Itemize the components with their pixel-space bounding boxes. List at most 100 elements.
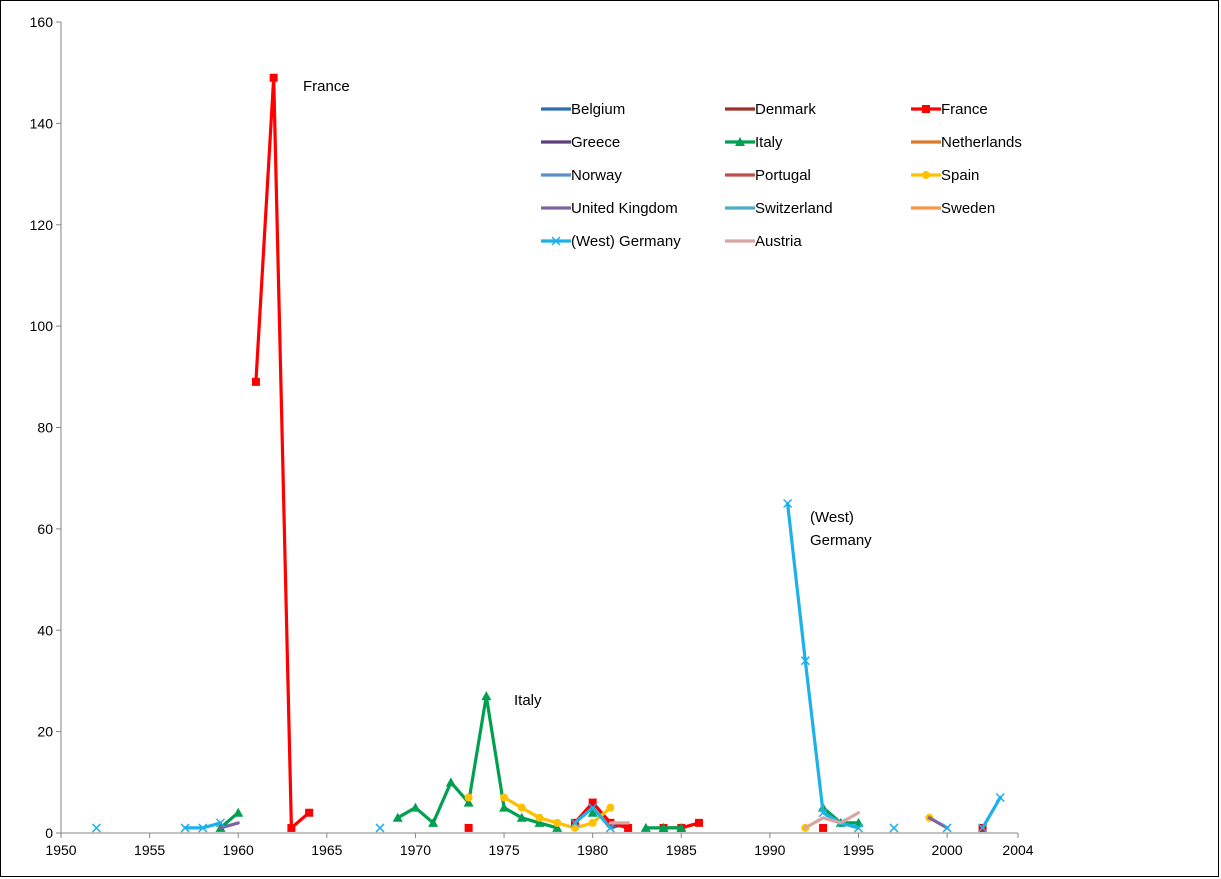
series-united-kingdom [218, 816, 949, 830]
y-tick-label: 0 [45, 825, 53, 841]
legend-marker [922, 105, 930, 113]
italy-point [445, 777, 456, 787]
west-germany-point [783, 499, 793, 509]
legend-label: Italy [755, 134, 783, 151]
france-point [464, 823, 473, 832]
legend-item-belgium: Belgium [541, 101, 625, 118]
x-tick-label: 2000 [932, 842, 963, 858]
legend-item-netherlands: Netherlands [911, 134, 1022, 151]
west-germany-line [785, 501, 861, 830]
annotation-label: (West) [810, 509, 854, 526]
legend-label: (West) Germany [571, 233, 681, 250]
x-tick-label: 1990 [754, 842, 785, 858]
legend-marker [922, 171, 930, 179]
west-germany-point [180, 823, 190, 833]
france-point [588, 798, 597, 807]
y-tick-label: 40 [37, 622, 53, 638]
x-tick-label: 1960 [223, 842, 254, 858]
italy-point [640, 822, 651, 832]
y-tick-label: 140 [30, 115, 54, 131]
spain-point [606, 803, 615, 812]
legend-item-sweden: Sweden [911, 200, 995, 217]
spain-point [588, 818, 597, 827]
france-point [695, 818, 703, 827]
annotation-label: France [303, 78, 350, 95]
france-line [254, 76, 311, 830]
legend-label: United Kingdom [571, 200, 678, 217]
france-point [269, 73, 278, 82]
y-tick-label: 120 [30, 217, 54, 233]
italy-point [428, 817, 439, 827]
y-tick-label: 80 [37, 420, 53, 436]
spain-point [535, 813, 544, 822]
legend-label: Portugal [755, 167, 811, 184]
legend-item-portugal: Portugal [725, 167, 811, 184]
x-tick-label: 2004 [1002, 842, 1033, 858]
austria-line [803, 811, 861, 830]
spain-point [500, 793, 509, 802]
x-tick-label: 1975 [488, 842, 519, 858]
series-west-germany [91, 499, 1005, 833]
legend-label: Spain [941, 167, 979, 184]
france-point [287, 823, 296, 832]
italy-point [516, 812, 527, 822]
west-germany-point [978, 823, 988, 833]
legend-item-united-kingdom: United Kingdom [541, 200, 678, 217]
x-tick-label: 1950 [45, 842, 76, 858]
west-germany-point [995, 792, 1005, 803]
legend-label: Sweden [941, 200, 995, 217]
legend-label: Netherlands [941, 134, 1022, 151]
united-kingdom-line [218, 821, 240, 830]
italy-point [233, 807, 244, 817]
spain-point [517, 803, 526, 812]
italy-point [534, 817, 545, 827]
west-germany-point [91, 823, 101, 833]
west-germany-point [853, 823, 864, 833]
legend-item-west-germany: (West) Germany [541, 233, 681, 250]
legend-label: Norway [571, 167, 622, 184]
west-germany-point [588, 803, 598, 813]
legend-label: Austria [755, 233, 802, 250]
italy-point [463, 797, 474, 807]
italy-point [552, 822, 563, 832]
x-tick-label: 1985 [666, 842, 697, 858]
legend-item-switzerland: Switzerland [725, 200, 833, 217]
legend-label: Switzerland [755, 200, 833, 217]
legend-item-norway: Norway [541, 167, 622, 184]
legend-item-france: France [911, 101, 988, 118]
france-point [624, 823, 633, 832]
y-tick-label: 100 [30, 318, 54, 334]
italy-line [396, 694, 559, 830]
annotation-label: Germany [810, 532, 872, 549]
legend-item-austria: Austria [725, 233, 802, 250]
west-germany-point [605, 823, 615, 833]
united-kingdom-line [927, 816, 949, 830]
x-tick-label: 1965 [311, 842, 342, 858]
legend-label: Greece [571, 134, 620, 151]
italy-point [658, 822, 669, 832]
italy-point [499, 802, 510, 812]
france-point [305, 808, 314, 817]
spain-point [570, 823, 579, 832]
x-tick-label: 1955 [134, 842, 165, 858]
y-tick-label: 20 [37, 724, 53, 740]
legend-item-spain: Spain [911, 167, 979, 184]
france-line [573, 800, 630, 830]
france-point [251, 377, 260, 386]
legend-item-italy: Italy [725, 134, 783, 151]
legend-label: Belgium [571, 101, 625, 118]
annotation-label: Italy [514, 692, 542, 709]
legend-label: France [941, 101, 988, 118]
italy-point [676, 822, 687, 832]
france-point [819, 823, 828, 832]
x-tick-label: 1980 [577, 842, 608, 858]
west-germany-point [375, 823, 385, 833]
spain-point [464, 793, 473, 802]
west-germany-line [980, 795, 1002, 830]
italy-point [587, 807, 598, 817]
spain-point [553, 818, 562, 827]
italy-point [481, 691, 492, 701]
west-germany-point [942, 823, 952, 833]
west-germany-point [570, 818, 580, 828]
